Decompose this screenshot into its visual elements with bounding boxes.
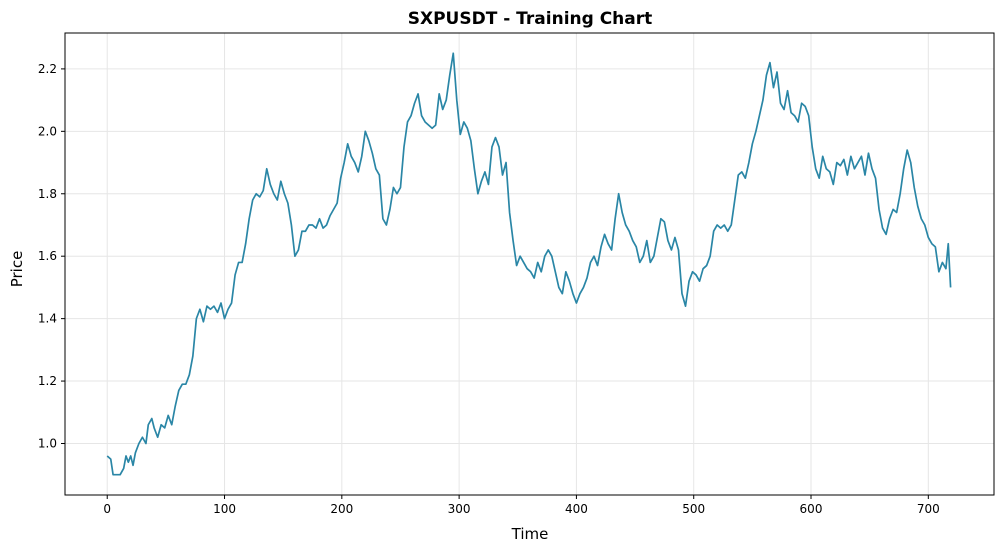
x-tick-label: 100 (213, 502, 236, 516)
x-tick-label: 500 (682, 502, 705, 516)
y-tick-label: 2.2 (38, 62, 57, 76)
x-tick-label: 600 (800, 502, 823, 516)
grid (65, 33, 994, 495)
x-tick-label: 400 (565, 502, 588, 516)
chart-title: SXPUSDT - Training Chart (408, 9, 653, 29)
y-tick-label: 1.6 (38, 249, 57, 263)
x-tick-label: 700 (917, 502, 940, 516)
y-tick-label: 2.0 (38, 124, 57, 138)
x-tick-label: 0 (103, 502, 111, 516)
y-tick-label: 1.0 (38, 436, 57, 450)
x-tick-label: 300 (448, 502, 471, 516)
y-tick-label: 1.4 (38, 312, 57, 326)
x-axis-ticks: 0 100 200 300 400 500 600 700 (103, 495, 940, 516)
y-axis-label: Price (8, 251, 26, 288)
x-axis-label: Time (511, 525, 549, 543)
y-axis-ticks: 1.0 1.2 1.4 1.6 1.8 2.0 2.2 (38, 62, 65, 450)
y-tick-label: 1.8 (38, 187, 57, 201)
plot-frame (64, 32, 995, 496)
price-series-line (106, 52, 952, 476)
y-tick-label: 1.2 (38, 374, 57, 388)
x-tick-label: 200 (330, 502, 353, 516)
series-layer (106, 52, 952, 476)
